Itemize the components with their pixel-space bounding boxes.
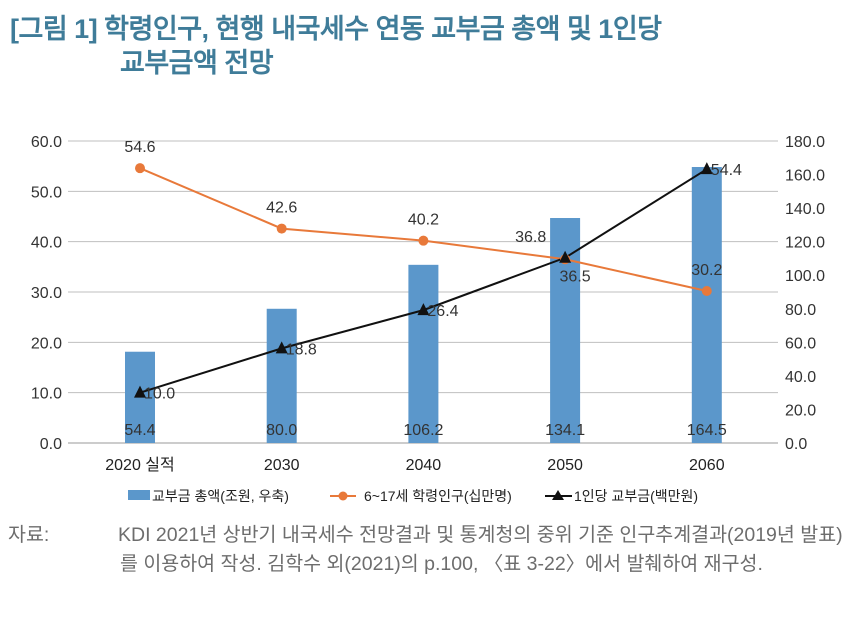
per-capita-label: 26.4 bbox=[427, 303, 458, 320]
right-axis-tick: 120.0 bbox=[785, 235, 825, 252]
bar-label: 106.2 bbox=[403, 422, 443, 439]
legend-bar-swatch bbox=[128, 490, 150, 500]
bar bbox=[691, 167, 722, 443]
bar-label: 164.5 bbox=[687, 422, 727, 439]
bar-label: 54.4 bbox=[124, 422, 155, 439]
title-line-2: 교부금액 전망 bbox=[120, 48, 274, 78]
population-label: 54.6 bbox=[124, 139, 155, 156]
per-capita-label: 36.8 bbox=[515, 229, 546, 246]
population-label: 40.2 bbox=[408, 212, 439, 229]
legend-label: 교부금 총액(조원, 우축) bbox=[152, 488, 289, 504]
x-axis-tick: 2050 bbox=[547, 457, 583, 474]
population-point bbox=[135, 163, 145, 174]
x-axis-tick: 2020 실적 bbox=[105, 456, 174, 474]
right-axis-tick: 20.0 bbox=[785, 402, 816, 419]
population-label: 42.6 bbox=[266, 200, 297, 217]
per-capita-point bbox=[134, 385, 146, 398]
per-capita-point bbox=[700, 162, 713, 175]
bar-label: 80.0 bbox=[266, 422, 297, 439]
bar bbox=[266, 308, 297, 443]
right-axis-tick: 60.0 bbox=[785, 335, 816, 352]
title-line-1: [그림 1] 학령인구, 현행 내국세수 연동 교부금 총액 및 1인당 bbox=[10, 14, 662, 44]
per-capita-point bbox=[559, 250, 572, 263]
x-axis-tick: 2030 bbox=[264, 457, 300, 474]
legend-per-capita-marker bbox=[552, 490, 564, 500]
right-axis-tick: 180.0 bbox=[785, 134, 825, 151]
right-axis-tick: 0.0 bbox=[785, 436, 807, 453]
per-capita-point bbox=[275, 341, 288, 354]
legend-label: 6~17세 학령인구(십만명) bbox=[364, 488, 512, 504]
figure-title: [그림 1] 학령인구, 현행 내국세수 연동 교부금 총액 및 1인당 교부금… bbox=[10, 12, 662, 80]
legend-population-marker bbox=[338, 491, 348, 501]
left-axis-tick: 0.0 bbox=[40, 436, 62, 453]
left-axis-tick: 60.0 bbox=[31, 134, 62, 151]
right-axis-tick: 100.0 bbox=[785, 268, 825, 285]
left-axis-tick: 10.0 bbox=[31, 386, 62, 403]
legend-label: 1인당 교부금(백만원) bbox=[574, 488, 698, 504]
population-point bbox=[276, 223, 287, 234]
per-capita-point bbox=[417, 303, 430, 316]
source-text: KDI 2021년 상반기 내국세수 전망결과 및 통계청의 중위 기준 인구추… bbox=[118, 524, 843, 575]
per-capita-label: 10.0 bbox=[144, 386, 175, 403]
right-axis-tick: 40.0 bbox=[785, 369, 816, 386]
left-axis-tick: 30.0 bbox=[31, 285, 62, 302]
right-axis-tick: 140.0 bbox=[785, 201, 825, 218]
population-point bbox=[701, 285, 712, 296]
population-point bbox=[418, 235, 429, 246]
bar bbox=[408, 264, 439, 443]
right-axis-tick: 160.0 bbox=[785, 168, 825, 185]
chart: 0.0 10.0 20.0 30.0 40.0 50.0 60.0 0.0 20.0 40.0 60… bbox=[31, 134, 825, 504]
x-axis-tick: 2060 bbox=[689, 457, 725, 474]
per-capita-label: 18.8 bbox=[286, 341, 317, 358]
right-axis-tick: 80.0 bbox=[785, 302, 816, 319]
bar-label: 134.1 bbox=[545, 422, 585, 439]
x-axis-tick: 2040 bbox=[406, 457, 442, 474]
left-axis-tick: 50.0 bbox=[31, 184, 62, 201]
left-axis-tick: 40.0 bbox=[31, 235, 62, 252]
population-label: 36.5 bbox=[560, 268, 591, 285]
source-note: 자료: KDI 2021년 상반기 내국세수 전망결과 및 통계청의 중위 기준… bbox=[8, 521, 848, 579]
population-label: 30.2 bbox=[691, 262, 722, 279]
left-axis-tick: 20.0 bbox=[31, 335, 62, 352]
per-capita-label: 54.4 bbox=[711, 162, 742, 179]
source-label: 자료: bbox=[8, 524, 50, 546]
